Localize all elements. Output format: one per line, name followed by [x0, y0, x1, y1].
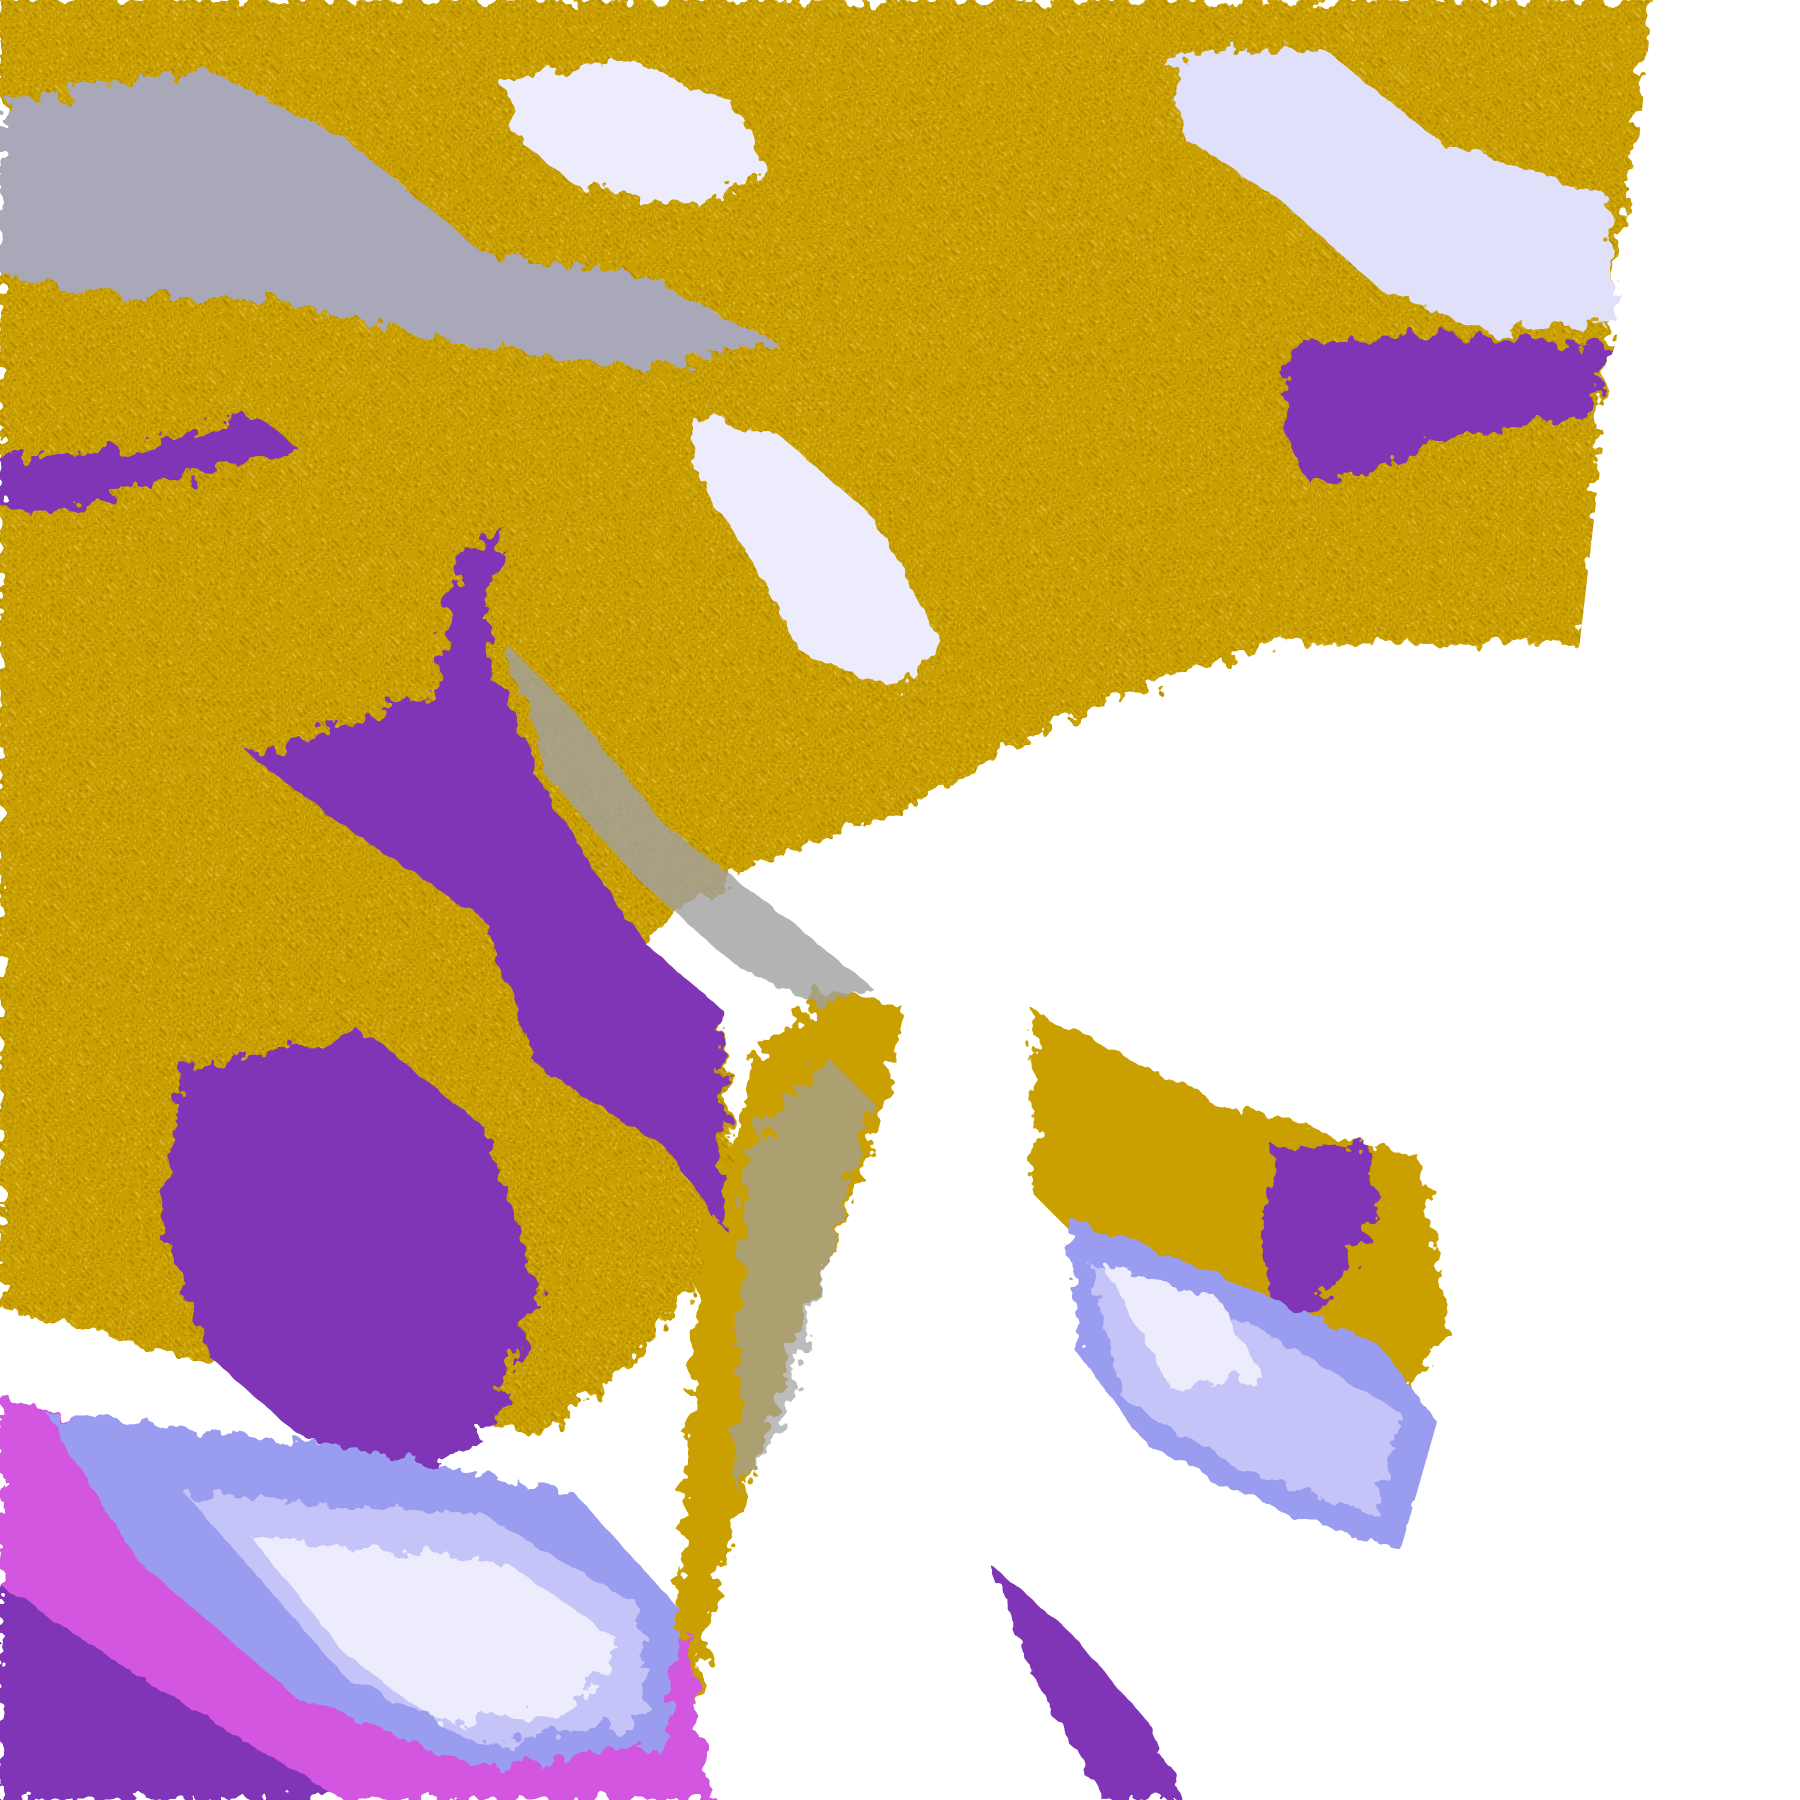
gray-andes-band: [734, 1056, 873, 1493]
purple-region-south: [987, 1561, 1183, 1800]
purple-band-northwest: [0, 413, 299, 511]
lavender-cloud-northeast: [1170, 45, 1619, 333]
lavender-cloud-south-core: [252, 1538, 620, 1722]
gray-coastal-band: [505, 642, 873, 1011]
purple-ocean-region-2: [160, 1033, 540, 1481]
lavender-cloud-north: [505, 57, 770, 207]
gray-cloud-north: [0, 68, 781, 368]
lavender-cloud-central: [688, 413, 942, 689]
lavender-cloud-southeast-core: [1102, 1262, 1263, 1390]
purple-region-northeast: [1285, 332, 1608, 483]
swath-edge-mask: [1308, 0, 1800, 1800]
purple-ocean-region-1: [252, 528, 724, 1229]
purple-region-east: [1262, 1142, 1378, 1332]
